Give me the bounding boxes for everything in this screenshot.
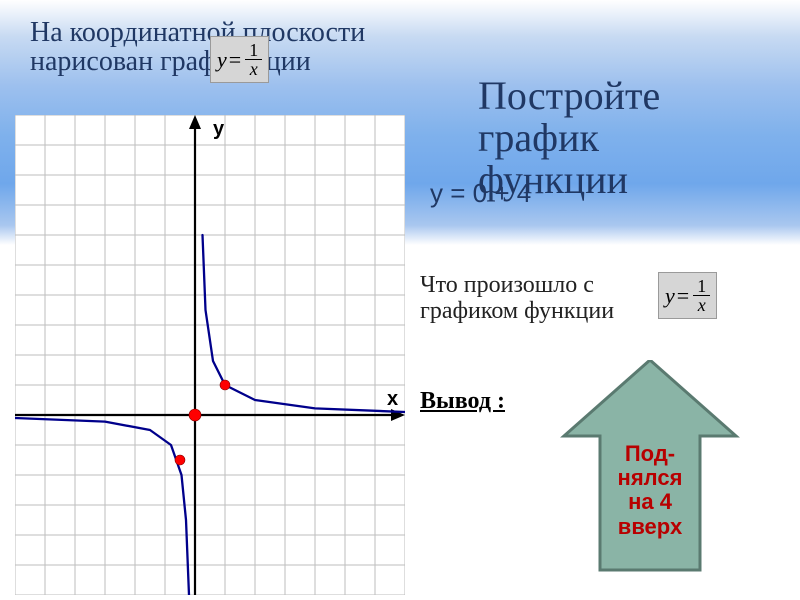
formula-lhs: y <box>217 49 227 71</box>
arrow-line4: вверх <box>618 514 682 539</box>
formula-num: 1 <box>245 41 262 60</box>
title-line1: На координатной плоскости <box>30 17 365 48</box>
formula2-den: x <box>694 296 710 314</box>
formula-header: y = 1 x <box>210 36 269 83</box>
svg-text:y: y <box>213 118 225 140</box>
coordinate-graph: yx <box>15 115 405 583</box>
formula2-lhs: y <box>665 285 675 307</box>
arrow-line2: нялся <box>618 465 683 490</box>
formula2-eq: = <box>677 285 689 307</box>
task-line2: график <box>478 115 599 160</box>
question-text: Что произошло с графиком функции <box>420 272 614 325</box>
graph-svg: yx <box>15 115 405 595</box>
question-line2: графиком функции <box>420 298 614 324</box>
arrow-text: Под- нялся на 4 вверх <box>560 442 740 539</box>
overlap-equation: y = 0 + 4 <box>430 178 531 209</box>
formula-fraction: 1 x <box>245 41 262 78</box>
task-line1: Постройте <box>478 73 660 118</box>
arrow-line3: на 4 <box>628 489 672 514</box>
svg-text:x: x <box>387 388 398 410</box>
formula-question: y = 1 x <box>658 272 717 319</box>
formula-eq: = <box>229 49 241 71</box>
conclusion-label: Вывод : <box>420 388 505 415</box>
formula-den: x <box>246 60 262 78</box>
slide-title: На координатной плоскости нарисован граф… <box>30 18 365 77</box>
formula2-fraction: 1 x <box>693 277 710 314</box>
question-line1: Что произошло с <box>420 272 594 298</box>
conclusion-arrow: Под- нялся на 4 вверх <box>560 360 740 580</box>
formula2-num: 1 <box>693 277 710 296</box>
arrow-line1: Под- <box>625 441 675 466</box>
